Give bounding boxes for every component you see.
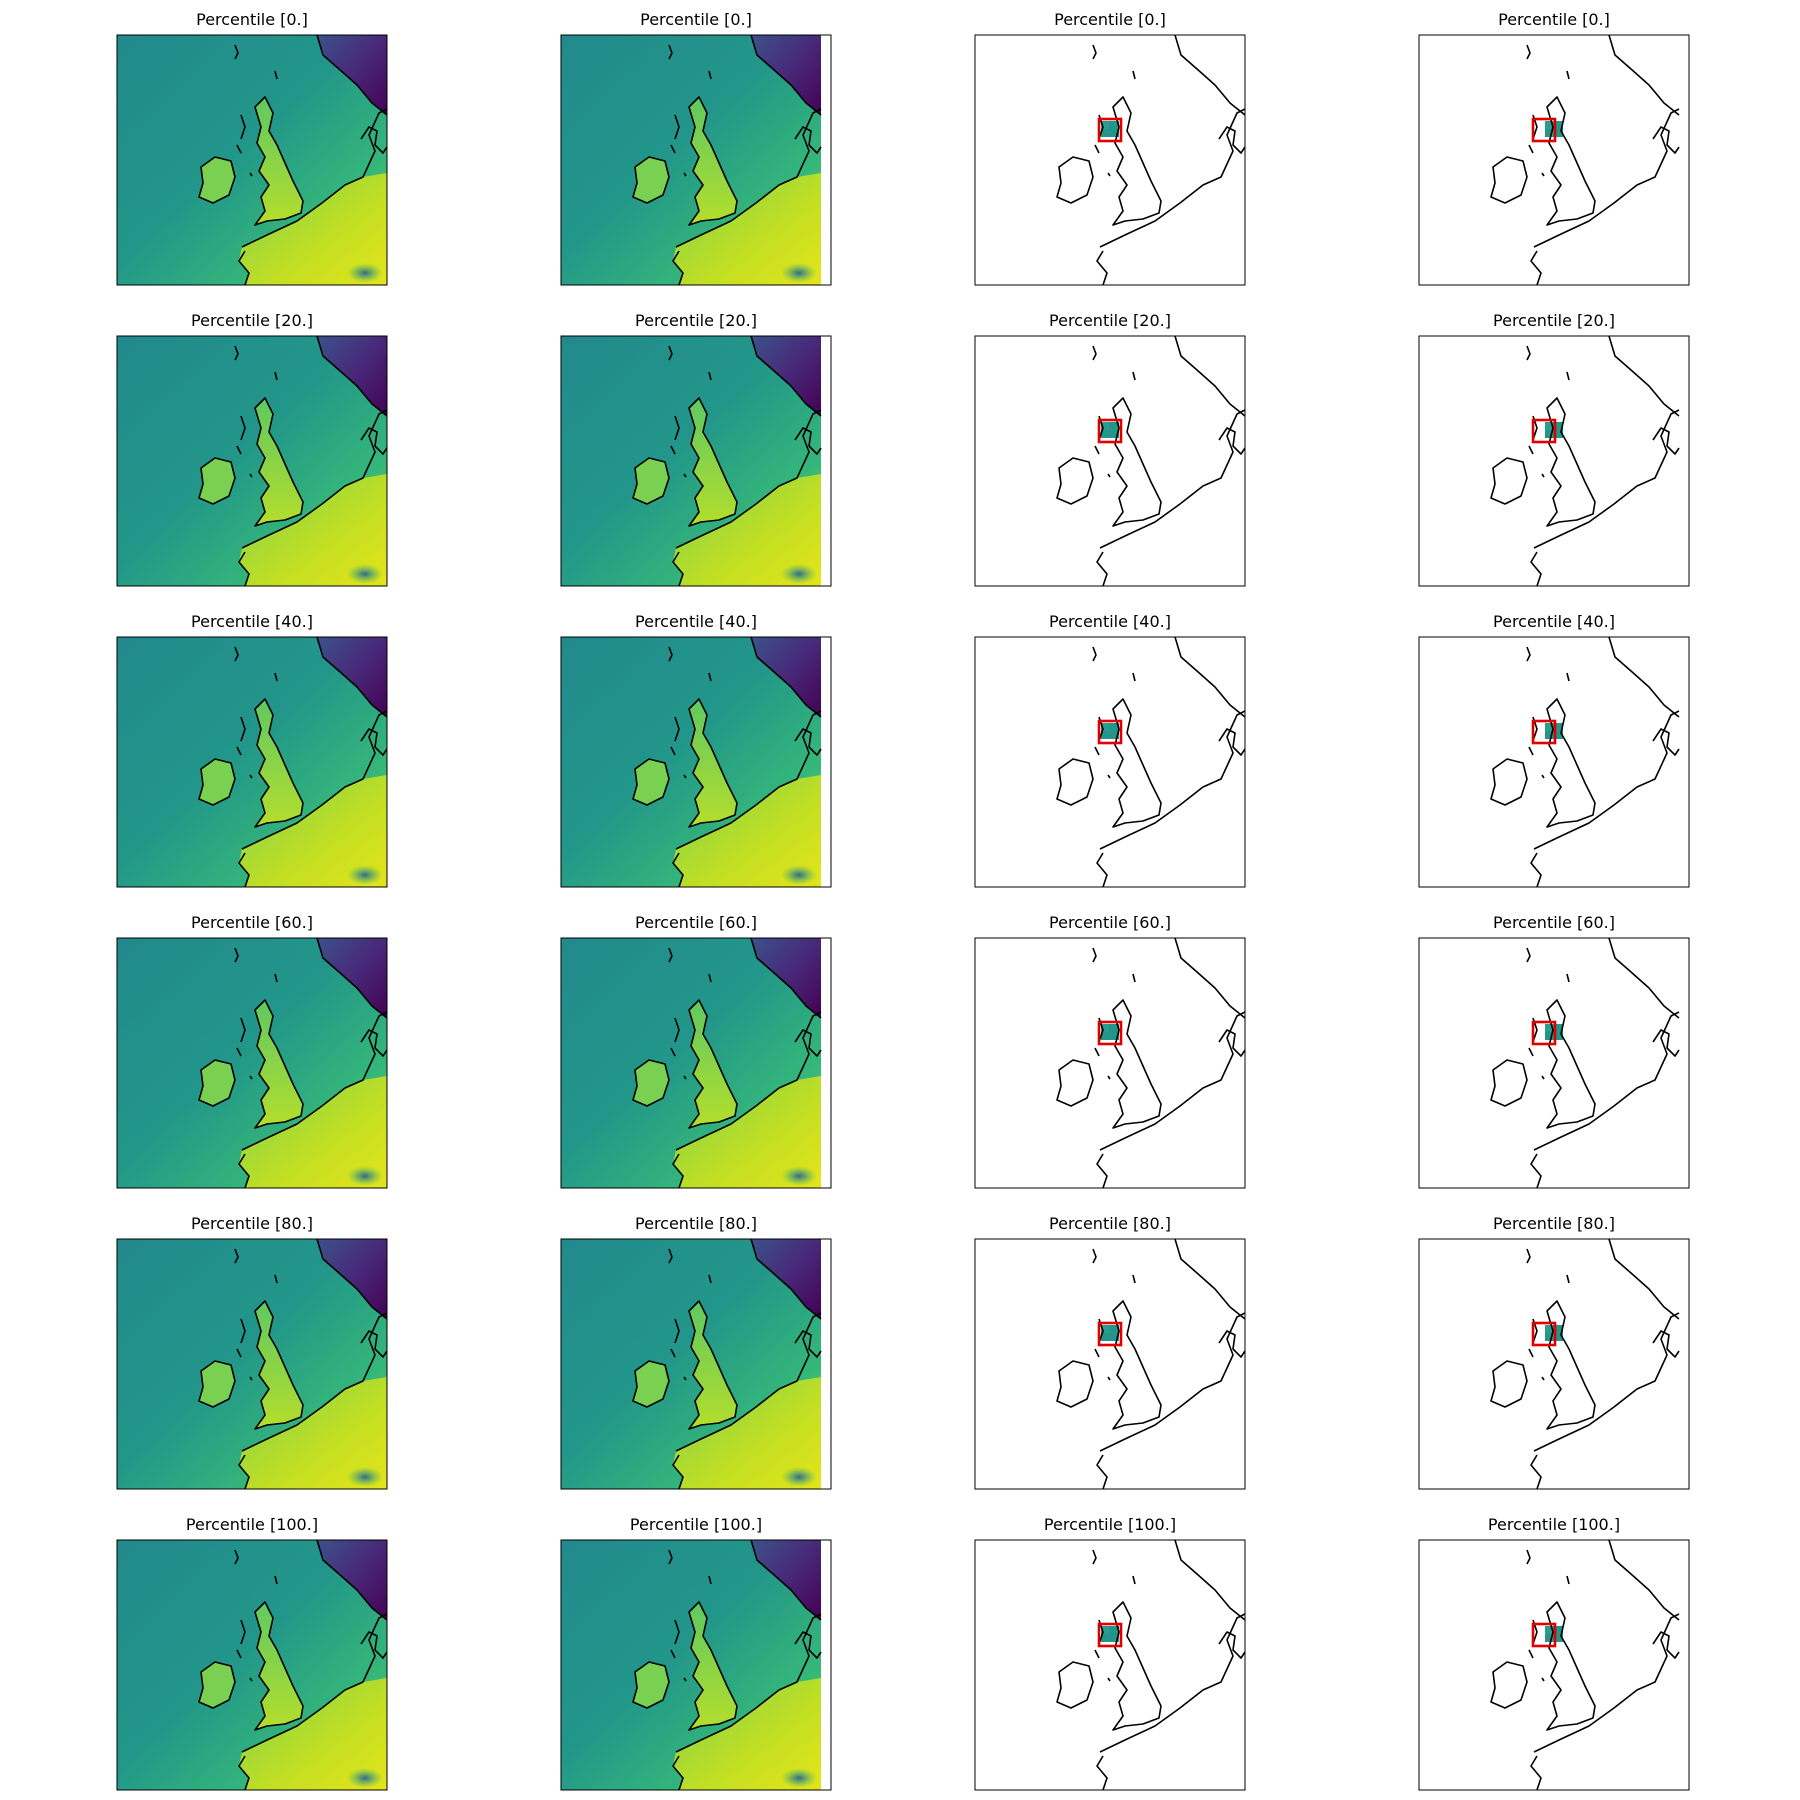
cropped-field-map	[975, 336, 1245, 586]
panel-title: Percentile [0.]	[196, 10, 308, 29]
map-panel: Percentile [0.]	[974, 10, 1246, 286]
map-panel: Percentile [20.]	[1418, 311, 1690, 587]
map-panel: Percentile [100.]	[1418, 1515, 1690, 1791]
cropped-field-map	[975, 938, 1245, 1188]
field-map	[561, 938, 822, 1188]
panel-frame	[560, 335, 832, 587]
map-panel: Percentile [40.]	[1418, 612, 1690, 888]
panel-title: Percentile [80.]	[191, 1214, 313, 1233]
panel-title: Percentile [0.]	[1054, 10, 1166, 29]
field-map	[117, 35, 387, 285]
map-panel: Percentile [80.]	[974, 1214, 1246, 1490]
panel-frame	[974, 1539, 1246, 1791]
field-map	[561, 1540, 822, 1790]
panel-title: Percentile [100.]	[186, 1515, 318, 1534]
panel-frame	[974, 636, 1246, 888]
panel-frame	[1418, 1539, 1690, 1791]
map-panel: Percentile [0.]	[1418, 10, 1690, 286]
map-panel: Percentile [80.]	[560, 1214, 832, 1490]
panel-frame	[116, 636, 388, 888]
panel-frame	[560, 1539, 832, 1791]
field-map	[117, 938, 387, 1188]
map-panel: Percentile [40.]	[116, 612, 388, 888]
panel-frame	[974, 335, 1246, 587]
map-panel: Percentile [40.]	[974, 612, 1246, 888]
field-map	[561, 1239, 822, 1489]
panel-title: Percentile [40.]	[635, 612, 757, 631]
map-panel: Percentile [100.]	[974, 1515, 1246, 1791]
map-panel: Percentile [60.]	[974, 913, 1246, 1189]
panel-frame	[116, 1238, 388, 1490]
cropped-field-map	[1419, 1239, 1689, 1489]
map-panel: Percentile [80.]	[116, 1214, 388, 1490]
field-map	[117, 1239, 387, 1489]
panel-title: Percentile [60.]	[1493, 913, 1615, 932]
panel-title: Percentile [20.]	[191, 311, 313, 330]
panel-title: Percentile [60.]	[1049, 913, 1171, 932]
map-panel: Percentile [40.]	[560, 612, 832, 888]
field-map	[117, 637, 387, 887]
panel-title: Percentile [80.]	[635, 1214, 757, 1233]
map-panel: Percentile [20.]	[974, 311, 1246, 587]
map-panel: Percentile [100.]	[560, 1515, 832, 1791]
panel-frame	[116, 1539, 388, 1791]
panel-frame	[116, 335, 388, 587]
panel-frame	[560, 937, 832, 1189]
panel-title: Percentile [100.]	[1044, 1515, 1176, 1534]
panel-title: Percentile [20.]	[1049, 311, 1171, 330]
cropped-field-map	[1419, 938, 1689, 1188]
cropped-field-map	[1419, 336, 1689, 586]
panel-title: Percentile [40.]	[1049, 612, 1171, 631]
cropped-field-map	[975, 637, 1245, 887]
panel-frame	[974, 937, 1246, 1189]
panel-frame	[974, 1238, 1246, 1490]
panel-title: Percentile [60.]	[191, 913, 313, 932]
panel-title: Percentile [60.]	[635, 913, 757, 932]
field-map	[117, 1540, 387, 1790]
map-panel: Percentile [80.]	[1418, 1214, 1690, 1490]
panel-title: Percentile [80.]	[1493, 1214, 1615, 1233]
panel-title: Percentile [40.]	[1493, 612, 1615, 631]
panel-title: Percentile [0.]	[640, 10, 752, 29]
panel-title: Percentile [20.]	[1493, 311, 1615, 330]
map-panel: Percentile [100.]	[116, 1515, 388, 1791]
field-map	[561, 336, 822, 586]
field-map	[561, 637, 822, 887]
field-map	[561, 35, 822, 285]
map-panel: Percentile [60.]	[1418, 913, 1690, 1189]
panel-title: Percentile [20.]	[635, 311, 757, 330]
cropped-field-map	[975, 35, 1245, 285]
map-panel: Percentile [0.]	[116, 10, 388, 286]
map-panel: Percentile [0.]	[560, 10, 832, 286]
map-panel: Percentile [20.]	[560, 311, 832, 587]
panel-title: Percentile [80.]	[1049, 1214, 1171, 1233]
panel-title: Percentile [100.]	[630, 1515, 762, 1534]
panel-frame	[1418, 34, 1690, 286]
panel-frame	[116, 34, 388, 286]
panel-frame	[974, 34, 1246, 286]
panel-frame	[1418, 335, 1690, 587]
map-panel: Percentile [20.]	[116, 311, 388, 587]
panel-frame	[116, 937, 388, 1189]
cropped-field-map	[1419, 35, 1689, 285]
panel-title: Percentile [0.]	[1498, 10, 1610, 29]
panel-frame	[1418, 636, 1690, 888]
panel-frame	[1418, 937, 1690, 1189]
field-map	[117, 336, 387, 586]
cropped-field-map	[975, 1540, 1245, 1790]
panel-frame	[560, 1238, 832, 1490]
panel-frame	[560, 636, 832, 888]
map-panel: Percentile [60.]	[116, 913, 388, 1189]
cropped-field-map	[975, 1239, 1245, 1489]
map-panel: Percentile [60.]	[560, 913, 832, 1189]
panel-title: Percentile [100.]	[1488, 1515, 1620, 1534]
cropped-field-map	[1419, 637, 1689, 887]
panel-frame	[560, 34, 832, 286]
panel-frame	[1418, 1238, 1690, 1490]
cropped-field-map	[1419, 1540, 1689, 1790]
panel-title: Percentile [40.]	[191, 612, 313, 631]
